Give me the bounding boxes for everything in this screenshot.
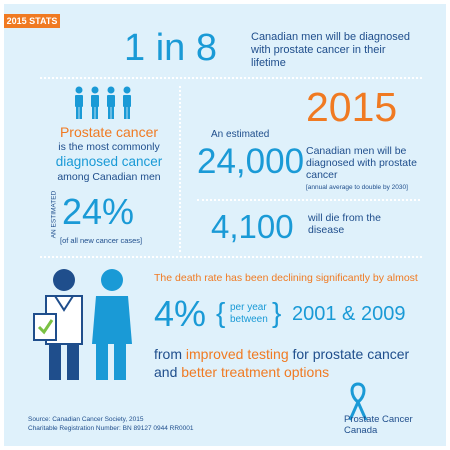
year-2015: 2015: [306, 84, 398, 130]
improved-testing-pre: from: [154, 346, 186, 362]
divider-right: [197, 199, 420, 201]
an-estimated-vertical: AN ESTIMATED: [50, 190, 58, 239]
prostate-cancer-heading: Prostate cancer: [59, 124, 159, 140]
treatment-line: and better treatment options: [154, 364, 329, 380]
percent-4: 4%: [154, 293, 207, 334]
brace-left: {: [216, 297, 226, 328]
registration-text: Charitable Registration Number: BN 89127…: [28, 425, 194, 432]
ribbon-logo-icon: [348, 382, 368, 421]
improved-testing-post: for prostate cancer: [288, 346, 410, 362]
count-note: [annual average to double by 2030]: [306, 184, 408, 191]
percent-note: [of all new cancer cases]: [60, 236, 143, 245]
deaths-text: will die from the disease: [308, 212, 381, 236]
brace-right: }: [272, 297, 282, 328]
an-estimated-label: An estimated: [211, 129, 270, 140]
among-men-text: among Canadian men: [57, 171, 161, 183]
source-text: Source: Canadian Cancer Society, 2015: [28, 416, 144, 423]
between-label: between: [230, 314, 268, 325]
divider-top: [40, 77, 422, 79]
decline-headline: The death rate has been declining signif…: [154, 272, 418, 284]
count-text: Canadian men will be diagnosed with pros…: [306, 145, 417, 181]
year-range: 2001 & 2009: [292, 303, 406, 325]
doctor-patient-icon: [33, 269, 132, 380]
count-24000: 24,000: [197, 142, 305, 181]
men-icon: [75, 86, 131, 119]
treatment-pre: and: [154, 364, 182, 380]
improved-testing-line: from improved testing for prostate cance…: [154, 346, 409, 362]
logo-name-line2: Canada: [344, 425, 378, 436]
per-year-label: per year: [230, 302, 267, 313]
diagnosed-cancer-text: diagnosed cancer: [55, 154, 163, 169]
logo-name-line1: Prostate Cancer: [344, 414, 413, 425]
improved-testing-highlight: improved testing: [185, 346, 289, 362]
percent-24: 24%: [62, 191, 135, 232]
divider-middle: [179, 86, 181, 252]
one-in-eight: 1 in 8: [124, 27, 217, 69]
year-badge: 2015 STATS: [4, 14, 60, 28]
most-commonly-text: is the most commonly: [58, 141, 160, 153]
one-in-eight-text: Canadian men will be diagnosed with pros…: [251, 31, 410, 69]
deaths-4100: 4,100: [211, 208, 294, 245]
treatment-highlight: better treatment options: [181, 364, 330, 380]
divider-bottom: [40, 256, 422, 258]
